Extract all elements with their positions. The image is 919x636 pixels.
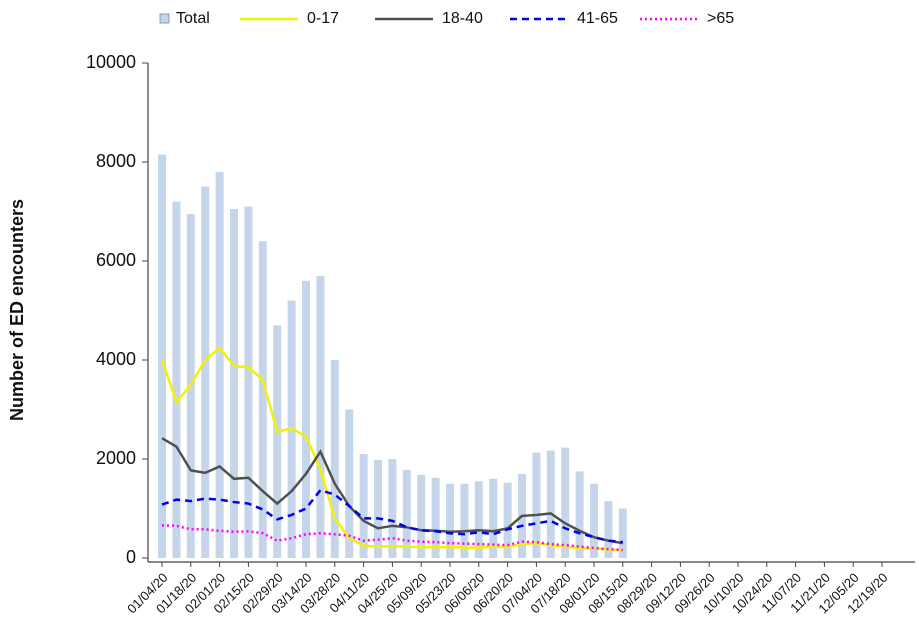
- bar: [604, 501, 613, 558]
- bar: [474, 481, 483, 558]
- legend-swatch: [159, 13, 170, 24]
- legend-label: Total: [176, 10, 210, 27]
- bar: [575, 471, 584, 558]
- bar: [316, 275, 325, 558]
- y-tick-label: 8000: [96, 151, 136, 171]
- line-line: [160, 345, 623, 552]
- bar: [215, 171, 224, 558]
- bar: [417, 474, 426, 558]
- bar: [158, 154, 166, 558]
- bar: [230, 209, 238, 558]
- y-tick-label: 0: [126, 547, 136, 567]
- bar: [431, 477, 440, 558]
- bar: [302, 280, 310, 558]
- bar: [258, 241, 267, 558]
- bar: [388, 459, 397, 558]
- legend-label: >65: [707, 10, 734, 27]
- y-tick-label: 2000: [96, 448, 136, 468]
- bar: [503, 482, 512, 558]
- bar: [618, 508, 627, 558]
- legend-label: 41-65: [577, 10, 618, 27]
- bar: [532, 452, 541, 558]
- legend-label: 0-17: [307, 10, 339, 27]
- line-line: [161, 437, 624, 545]
- y-tick-label: 4000: [96, 349, 136, 369]
- bar: [374, 459, 382, 558]
- bar: [345, 409, 354, 558]
- bar: [359, 454, 368, 558]
- bar: [172, 201, 181, 558]
- bar: [590, 483, 598, 558]
- bar: [244, 206, 253, 559]
- bar: [273, 325, 282, 558]
- bar: [460, 483, 469, 558]
- bar: [201, 186, 210, 558]
- legend-label: 18-40: [442, 10, 483, 27]
- bar: [561, 447, 570, 558]
- bar: [489, 478, 498, 558]
- y-axis-label: Number of ED encounters: [7, 199, 27, 421]
- bar: [402, 469, 411, 558]
- line-line: [161, 488, 623, 544]
- y-tick-label: 10000: [86, 52, 136, 72]
- bar: [330, 360, 339, 558]
- y-tick-label: 6000: [96, 250, 136, 270]
- bar: [446, 483, 454, 558]
- bar: [546, 450, 555, 558]
